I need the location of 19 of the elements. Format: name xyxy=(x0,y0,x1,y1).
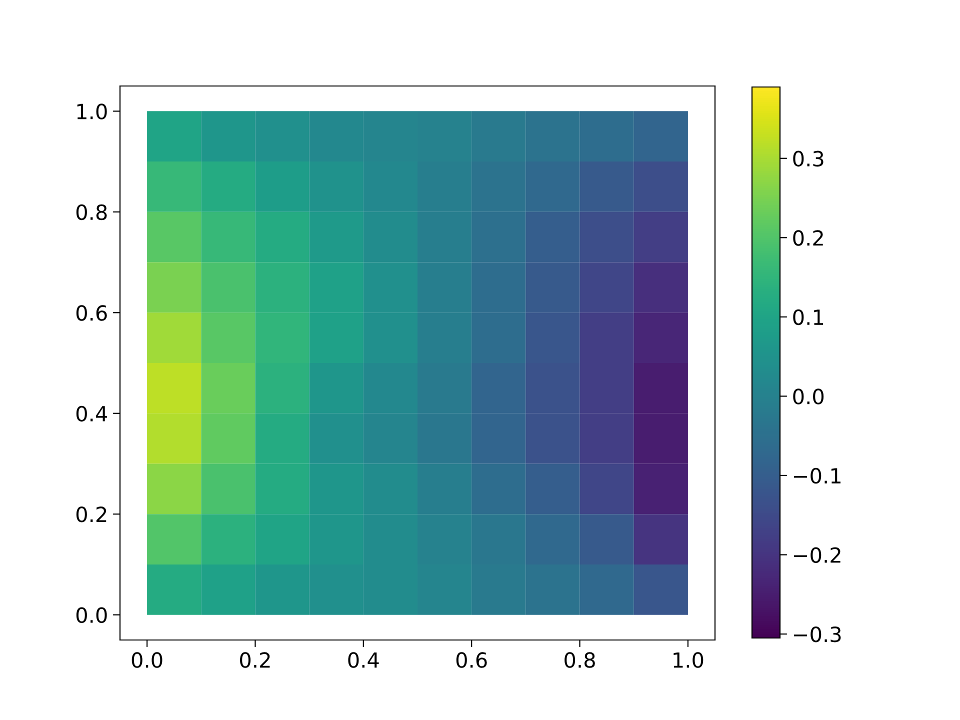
color-bar-label: 0.3 xyxy=(793,150,824,167)
x-tick-label: 0.6 xyxy=(456,652,487,668)
color-bar-label: 0.0 xyxy=(793,388,824,404)
color-bar-label: −0.3 xyxy=(794,626,841,642)
color-bar-label: 0.1 xyxy=(793,309,824,326)
color-bar-label: −0.1 xyxy=(794,468,840,484)
y-tick-label: 0.0 xyxy=(76,607,107,624)
color-bar-label: −0.2 xyxy=(794,547,840,563)
x-tick-label: 1.0 xyxy=(674,652,704,668)
x-tick-label: 0.8 xyxy=(564,652,595,668)
y-tick-label: 0.8 xyxy=(76,204,107,220)
x-tick-label: 0.4 xyxy=(348,652,379,668)
x-tick-label: 0.0 xyxy=(132,652,162,668)
y-tick-label: 1.0 xyxy=(77,104,107,120)
color-bar-label: 0.2 xyxy=(793,230,823,246)
y-tick-label: 0.2 xyxy=(76,506,106,522)
x-tick-label: 0.2 xyxy=(240,652,270,668)
y-tick-label: 0.6 xyxy=(76,305,107,321)
y-tick-label: 0.4 xyxy=(76,406,108,422)
